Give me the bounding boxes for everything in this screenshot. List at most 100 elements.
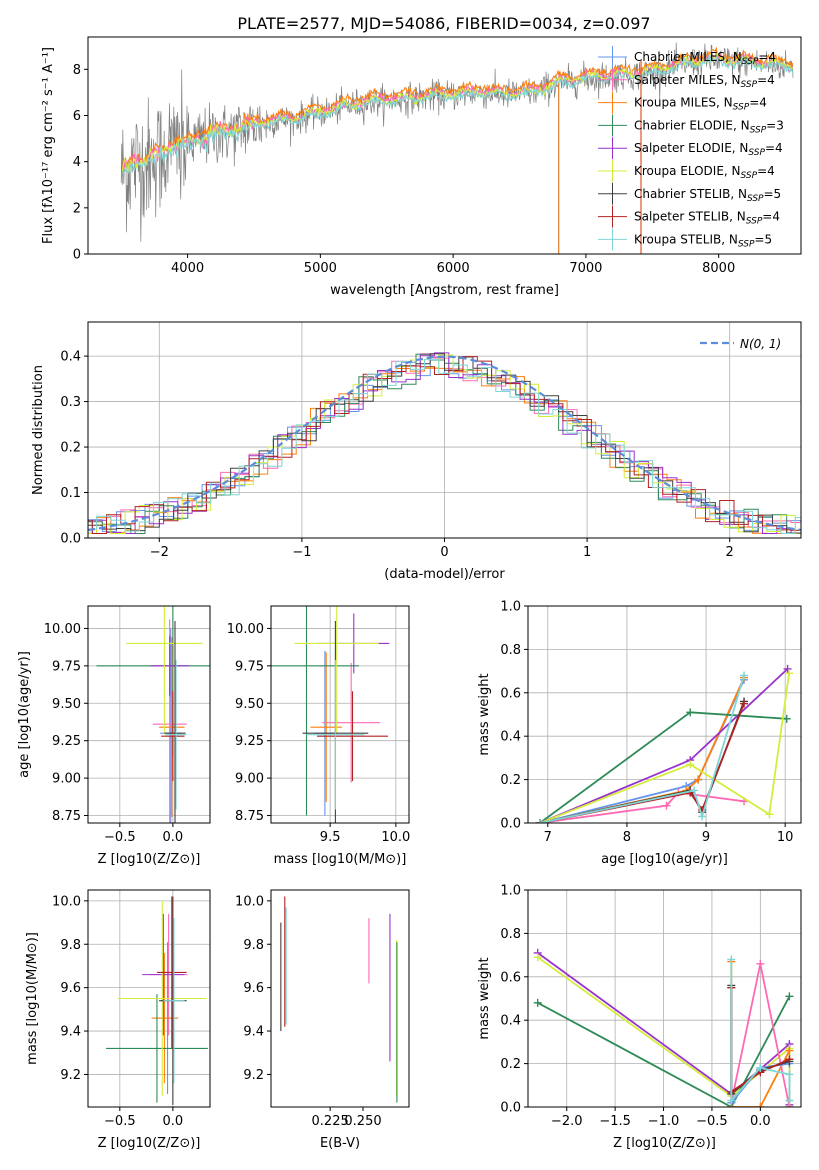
mass_vs_EBV-ytick-label: 9.6 <box>243 981 264 996</box>
age_vs_Z-xtick-label: −0.5 <box>104 830 136 845</box>
residuals-xtick-label: 1 <box>583 545 591 560</box>
spectrum-ytick-label: 6 <box>73 109 81 124</box>
weight_vs_age-ytick-label: 0.8 <box>500 643 521 658</box>
legend-label-salpeter_miles: Salpeter MILES, NSSP=4 <box>634 73 775 90</box>
model-fit-kroupa_stelib <box>122 54 794 174</box>
legend-label-text: Kroupa MILES, N <box>634 96 733 110</box>
histogram-salpeter_stelib <box>88 356 801 534</box>
mass_vs_Z-ytick-label: 10.0 <box>52 894 81 909</box>
residuals-xtick-label: 2 <box>726 545 734 560</box>
residual-histograms <box>88 352 801 534</box>
marker-chabrier_elodie <box>785 992 794 1001</box>
spectrum-ytick-label: 8 <box>73 63 81 78</box>
mass_vs_EBV-xlabel: E(B-V) <box>320 1136 360 1151</box>
spectrum-plot-area <box>120 42 794 254</box>
weight_vs_age-plot-area <box>535 664 794 823</box>
weight_vs_Z-frame <box>527 889 802 1108</box>
legend-label-gaussian: N(0, 1) <box>740 337 781 351</box>
axes-age_vs_Z: −0.5 0.0 8.75 9.00 9.25 9.50 9.75 10.00 Z [log10… <box>17 605 211 867</box>
legend-label-sub: SSP <box>738 239 755 249</box>
series-line-chabrier_stelib <box>539 701 745 823</box>
spectrum-xlabel: wavelength [Angstrom, rest frame] <box>330 283 559 298</box>
weight_vs_Z-xtick-label: −2.0 <box>551 1114 583 1129</box>
residuals-xtick-label: 0 <box>440 545 448 560</box>
weight_vs_Z-series <box>533 948 794 1107</box>
marker-kroupa_stelib <box>698 812 707 821</box>
age_vs_Z-xlabel: Z [log10(Z/Z⊙)] <box>98 852 201 867</box>
legend-label-sub: SSP <box>741 171 758 181</box>
weight_vs_Z-xtick-label: −1.5 <box>599 1114 631 1129</box>
marker-kroupa_miles <box>694 775 703 784</box>
legend-label-tail: =4 <box>758 50 776 64</box>
legend-label-sub: SSP <box>741 80 758 90</box>
weight_vs_age-xtick-label: 10 <box>777 830 794 845</box>
figure-title: PLATE=2577, MJD=54086, FIBERID=0034, z=0… <box>237 14 650 33</box>
weight_vs_Z-xtick-label: −1.0 <box>648 1114 680 1129</box>
weight_vs_age-ytick-label: 0.2 <box>500 773 521 788</box>
weight_vs_age-ytick-label: 0.6 <box>500 686 521 701</box>
axes-weight_vs_Z: −2.0 −1.5 −1.0 −0.5 0.0 0.0 0.2 0.4 0.6 0.8 1.0 Z [… <box>477 884 802 1151</box>
legend-label-tail: =3 <box>766 118 784 132</box>
age_vs_mass-ytick-label: 9.00 <box>235 772 264 787</box>
age_vs_mass-grid <box>271 606 409 823</box>
axes-residuals: −2 −1 0 1 2 0.0 0.1 0.2 0.3 0.4 (data-model)/error… <box>31 321 802 582</box>
axes-spectrum: 4000 5000 6000 7000 8000 0 2 4 6 8 wavelength [Ang… <box>41 36 802 298</box>
mass_vs_Z-ytick-label: 9.2 <box>60 1068 81 1083</box>
age_vs_mass-xlabel: mass [log10(M/M⊙)] <box>274 852 407 867</box>
series-line-salpeter_miles <box>539 791 745 823</box>
mass_vs_EBV-points <box>280 896 398 1103</box>
age_vs_Z-xtick-label: 0.0 <box>163 830 184 845</box>
residuals-ytick-label: 0.0 <box>60 532 81 547</box>
legend-label-chabrier_elodie: Chabrier ELODIE, NSSP=3 <box>634 118 784 135</box>
mass_vs_Z-plot-area <box>106 896 208 1105</box>
marker-chabrier_elodie <box>782 714 791 723</box>
legend-label-salpeter_elodie: Salpeter ELODIE, NSSP=4 <box>634 141 783 158</box>
weight_vs_Z-xtick-label: 0.0 <box>750 1114 771 1129</box>
age_vs_mass-ytick-label: 9.25 <box>235 734 264 749</box>
marker-kroupa_elodie <box>686 760 695 769</box>
legend-label-chabrier_miles: Chabrier MILES, NSSP=4 <box>634 50 776 67</box>
axes-mass_vs_Z: −0.5 0.0 9.2 9.4 9.6 9.8 10.0 Z [log10(Z/Z⊙)] ma… <box>25 889 211 1151</box>
weight_vs_age-ytick-label: 0.0 <box>500 817 521 832</box>
legend-label-sub: SSP <box>742 57 759 67</box>
legend-label-tail: =4 <box>765 141 783 155</box>
marker-salpeter_elodie <box>783 664 792 673</box>
age_vs_Z-frame <box>87 605 211 824</box>
age_vs_mass-xtick-label: 9.5 <box>320 830 341 845</box>
spectrum-xtick-label: 8000 <box>702 261 735 276</box>
mass_vs_EBV-ytick-label: 9.4 <box>243 1025 264 1040</box>
age_vs_Z-ytick-label: 10.00 <box>44 622 81 637</box>
age_vs_Z-grid <box>88 606 210 823</box>
age_vs_mass-points <box>271 606 390 823</box>
legend-label-text: Salpeter MILES, N <box>634 73 741 87</box>
marker-kroupa_elodie <box>785 669 794 678</box>
spectrum-lines <box>120 42 794 254</box>
age_vs_Z-ytick-label: 9.25 <box>52 734 81 749</box>
legend-label-tail: =5 <box>764 187 782 201</box>
residuals-ytick-label: 0.1 <box>60 486 81 501</box>
weight_vs_Z-plot-area <box>533 948 794 1107</box>
residuals-plot-area <box>88 352 801 534</box>
mass_vs_EBV-ytick-label: 9.2 <box>243 1068 264 1083</box>
series-line-kroupa_stelib <box>539 675 745 823</box>
legend-label-kroupa_miles: Kroupa MILES, NSSP=4 <box>634 96 767 113</box>
spectrum-xtick-label: 7000 <box>569 261 602 276</box>
age_vs_mass-ytick-label: 8.75 <box>235 809 264 824</box>
mass_vs_EBV-ytick-label: 9.8 <box>243 938 264 953</box>
age_vs_Z-ytick-label: 9.75 <box>52 659 81 674</box>
marker-kroupa_miles <box>785 1046 794 1055</box>
legend-label-kroupa_elodie: Kroupa ELODIE, NSSP=4 <box>634 164 775 181</box>
marker-kroupa_stelib <box>690 786 699 795</box>
legend-label-kroupa_stelib: Kroupa STELIB, NSSP=5 <box>634 232 772 249</box>
spectrum-ytick-label: 0 <box>73 248 81 263</box>
mass_vs_EBV-frame <box>270 889 410 1108</box>
series-line-chabrier_elodie <box>537 995 791 1107</box>
marker-kroupa_stelib <box>727 1096 736 1105</box>
histogram-kroupa_stelib <box>88 359 801 534</box>
age_vs_mass-ytick-label: 10.00 <box>227 622 264 637</box>
age_vs_Z-ytick-label: 9.50 <box>52 697 81 712</box>
weight_vs_age-series <box>535 664 794 823</box>
marker-chabrier_elodie <box>533 998 542 1007</box>
marker-kroupa_miles <box>756 1103 765 1107</box>
